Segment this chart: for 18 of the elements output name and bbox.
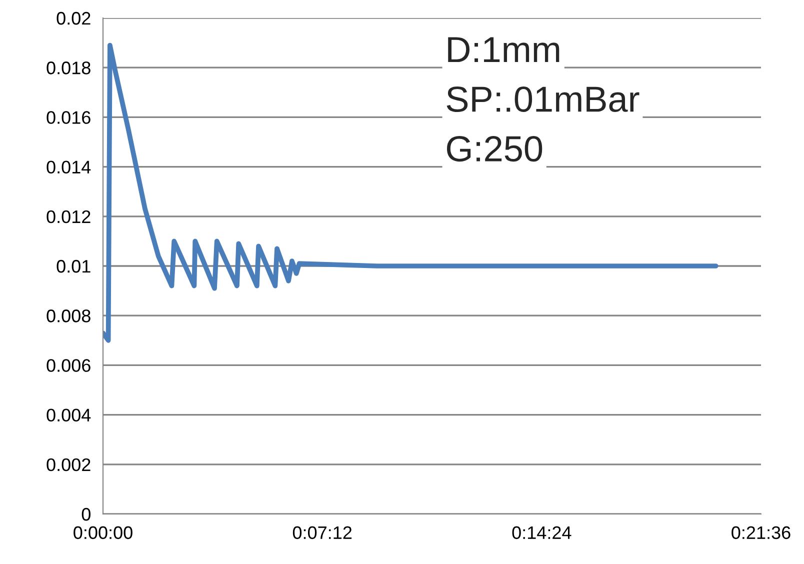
x-tick-label: 0:14:24: [512, 526, 572, 540]
y-tick-label: 0.002: [46, 458, 90, 472]
y-tick-label: 0.014: [46, 160, 91, 174]
x-tick-label: 0:00:00: [74, 526, 132, 540]
x-tick-label: 0:07:12: [292, 526, 352, 540]
y-tick-label: 0.02: [56, 12, 90, 25]
y-tick-label: 0.004: [46, 408, 91, 422]
y-tick-label: 0.012: [46, 210, 90, 224]
y-tick-label: 0.018: [46, 62, 90, 74]
y-tick-label: 0.016: [46, 111, 90, 124]
annotation: SP:.01mBar: [446, 86, 640, 112]
y-tick-label: 0.01: [56, 260, 90, 273]
annotation: D:1mm: [448, 37, 560, 62]
annotation: G:250: [446, 136, 542, 162]
y-tick-label: 0.006: [46, 359, 90, 372]
x-tick-label: 0:21:36: [732, 526, 790, 540]
y-tick-label: 0.008: [46, 310, 90, 322]
y-tick-label: 0: [82, 508, 90, 521]
